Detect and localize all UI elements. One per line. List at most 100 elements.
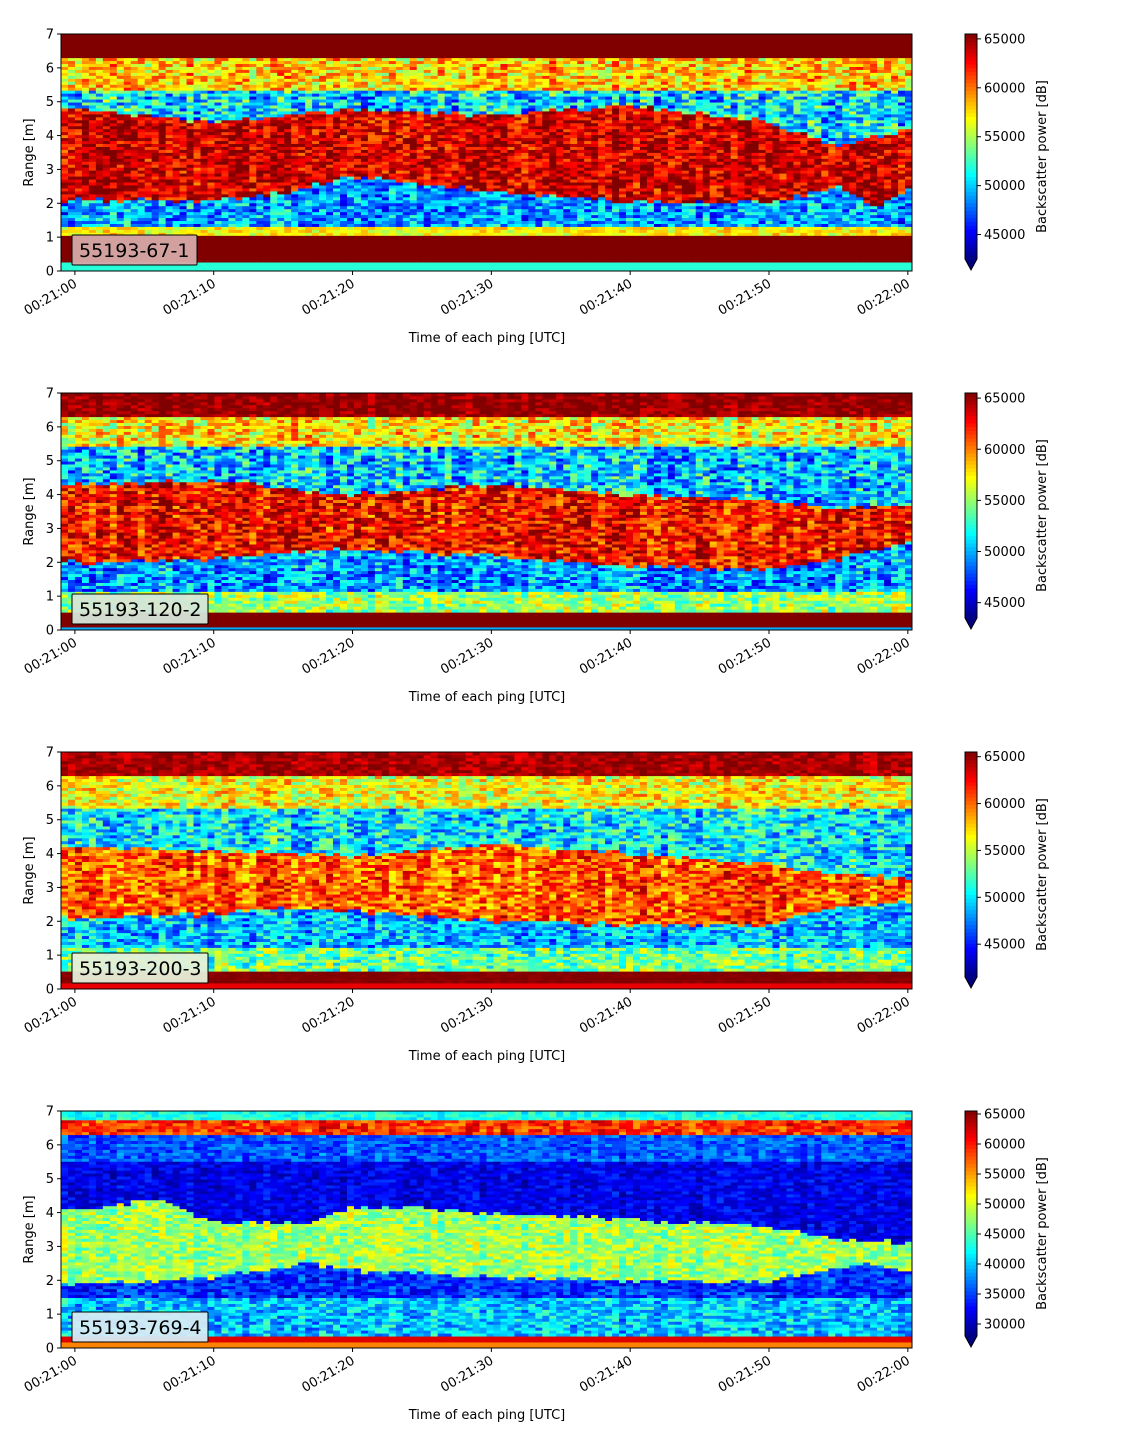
- heatmap-cell: [207, 43, 214, 46]
- heatmap-cell: [145, 203, 152, 206]
- heatmap-cell: [417, 161, 424, 164]
- heatmap-cell: [389, 244, 396, 247]
- heatmap-cell: [263, 108, 270, 111]
- heatmap-cell: [96, 206, 103, 209]
- heatmap-cell: [277, 173, 284, 176]
- heatmap-cell: [235, 241, 242, 244]
- heatmap-cell: [277, 46, 284, 49]
- heatmap-cell: [354, 99, 361, 102]
- heatmap-cell: [382, 49, 389, 52]
- heatmap-cell: [473, 238, 480, 241]
- heatmap-cell: [445, 173, 452, 176]
- heatmap-cell: [333, 150, 340, 153]
- heatmap-cell: [194, 197, 201, 200]
- heatmap-cell: [173, 147, 180, 150]
- heatmap-cell: [82, 203, 89, 206]
- heatmap-cell: [103, 185, 110, 188]
- heatmap-cell: [201, 70, 208, 73]
- heatmap-cell: [312, 78, 319, 81]
- heatmap-cell: [305, 247, 312, 250]
- heatmap-cell: [61, 253, 68, 256]
- heatmap-cell: [326, 144, 333, 147]
- heatmap-cell: [480, 78, 487, 81]
- heatmap-cell: [117, 40, 124, 43]
- heatmap-cell: [270, 75, 277, 78]
- heatmap-cell: [480, 153, 487, 156]
- heatmap-cell: [459, 70, 466, 73]
- heatmap-cell: [487, 170, 494, 173]
- heatmap-cell: [249, 155, 256, 158]
- heatmap-cell: [340, 49, 347, 52]
- heatmap-cell: [480, 61, 487, 64]
- heatmap-cell: [166, 200, 173, 203]
- heatmap-cell: [291, 224, 298, 227]
- heatmap-cell: [396, 73, 403, 76]
- heatmap-cell: [452, 73, 459, 76]
- heatmap-cell: [340, 111, 347, 114]
- heatmap-cell: [180, 78, 187, 81]
- heatmap-cell: [263, 215, 270, 218]
- heatmap-cell: [96, 215, 103, 218]
- heatmap-cell: [466, 170, 473, 173]
- heatmap-cell: [403, 170, 410, 173]
- heatmap-cell: [89, 58, 96, 61]
- heatmap-cell: [256, 84, 263, 87]
- heatmap-cell: [480, 179, 487, 182]
- heatmap-cell: [61, 150, 68, 153]
- heatmap-cell: [138, 206, 145, 209]
- heatmap-cell: [347, 99, 354, 102]
- heatmap-cell: [124, 135, 131, 138]
- heatmap-cell: [396, 40, 403, 43]
- heatmap-cell: [340, 173, 347, 176]
- heatmap-cell: [207, 153, 214, 156]
- heatmap-cell: [493, 161, 500, 164]
- heatmap-cell: [117, 144, 124, 147]
- heatmap-cell: [82, 191, 89, 194]
- heatmap-cell: [249, 209, 256, 212]
- heatmap-cell: [361, 185, 368, 188]
- heatmap-cell: [277, 64, 284, 67]
- heatmap-cell: [228, 206, 235, 209]
- heatmap-cell: [354, 132, 361, 135]
- heatmap-cell: [159, 153, 166, 156]
- heatmap-cell: [312, 265, 319, 268]
- heatmap-cell: [131, 203, 138, 206]
- heatmap-cell: [333, 99, 340, 102]
- heatmap-cell: [284, 262, 291, 265]
- heatmap-cell: [347, 58, 354, 61]
- heatmap-cell: [298, 161, 305, 164]
- heatmap-cell: [221, 90, 228, 93]
- heatmap-cell: [361, 179, 368, 182]
- heatmap-cell: [473, 43, 480, 46]
- heatmap-cell: [361, 212, 368, 215]
- heatmap-cell: [368, 120, 375, 123]
- heatmap-cell: [270, 265, 277, 268]
- heatmap-cell: [263, 147, 270, 150]
- heatmap-cell: [473, 117, 480, 120]
- heatmap-cell: [75, 64, 82, 67]
- heatmap-cell: [438, 232, 445, 235]
- heatmap-cell: [410, 227, 417, 230]
- heatmap-cell: [361, 253, 368, 256]
- heatmap-cell: [403, 81, 410, 84]
- heatmap-cell: [207, 212, 214, 215]
- heatmap-cell: [242, 176, 249, 179]
- heatmap-cell: [117, 153, 124, 156]
- heatmap-cell: [207, 188, 214, 191]
- heatmap-cell: [89, 90, 96, 93]
- heatmap-cell: [319, 197, 326, 200]
- heatmap-cell: [410, 52, 417, 55]
- heatmap-cell: [124, 102, 131, 105]
- heatmap-cell: [333, 221, 340, 224]
- heatmap-cell: [417, 111, 424, 114]
- heatmap-cell: [473, 37, 480, 40]
- heatmap-cell: [152, 58, 159, 61]
- heatmap-cell: [256, 126, 263, 129]
- heatmap-cell: [256, 221, 263, 224]
- heatmap-cell: [173, 167, 180, 170]
- heatmap-cell: [138, 87, 145, 90]
- heatmap-cell: [117, 224, 124, 227]
- heatmap-cell: [375, 114, 382, 117]
- heatmap-cell: [389, 132, 396, 135]
- heatmap-cell: [319, 147, 326, 150]
